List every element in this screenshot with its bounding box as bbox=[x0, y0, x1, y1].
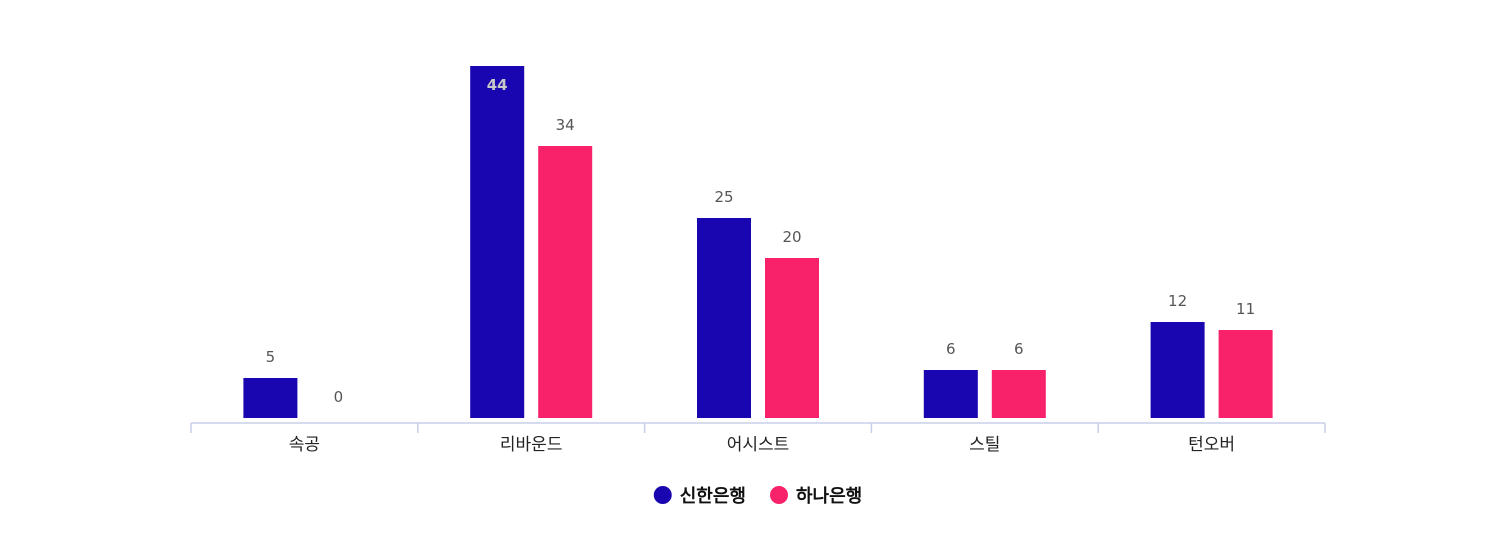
bar-series2-4 bbox=[1218, 330, 1273, 418]
data-label-series1-2: 25 bbox=[714, 188, 733, 206]
legend-label-0: 신한은행 bbox=[680, 486, 746, 507]
x-tick-label-1: 리바운드 bbox=[500, 435, 563, 455]
bar-series1-4 bbox=[1150, 322, 1205, 418]
x-tick-label-2: 어시스트 bbox=[727, 435, 790, 455]
bar-series1-0 bbox=[243, 378, 298, 418]
bars-group bbox=[243, 66, 1273, 418]
legend-label-1: 하나은행 bbox=[796, 486, 862, 507]
legend-marker-0 bbox=[653, 486, 672, 504]
bar-series2-2 bbox=[765, 258, 819, 418]
x-tick-label-4: 턴오버 bbox=[1188, 435, 1235, 455]
data-label-series2-3: 6 bbox=[1014, 340, 1024, 358]
data-label-series2-2: 20 bbox=[782, 228, 801, 246]
legend: 신한은행 하나은행 bbox=[653, 486, 862, 507]
x-tick-label-3: 스틸 bbox=[969, 435, 1000, 455]
bar-series2-1 bbox=[538, 146, 593, 418]
bar-series1-2 bbox=[697, 218, 751, 418]
x-axis: 속공 리바운드 어시스트 스틸 턴오버 bbox=[190, 422, 1326, 455]
data-label-series2-0: 0 bbox=[334, 388, 344, 406]
data-label-series1-0: 5 bbox=[266, 348, 276, 366]
legend-item-0[interactable]: 신한은행 bbox=[653, 486, 746, 507]
bar-series1-1 bbox=[470, 66, 525, 418]
data-label-series2-1: 34 bbox=[556, 116, 575, 134]
bar-series1-3 bbox=[923, 370, 978, 418]
legend-item-1[interactable]: 하나은행 bbox=[770, 486, 862, 507]
data-label-series2-4: 11 bbox=[1236, 300, 1255, 318]
legend-marker-1 bbox=[770, 486, 788, 504]
x-tick-label-0: 속공 bbox=[289, 435, 320, 455]
data-label-series1-4: 12 bbox=[1168, 292, 1187, 310]
data-label-series1-1: 44 bbox=[487, 76, 508, 94]
data-label-series1-3: 6 bbox=[946, 340, 956, 358]
data-labels-group: 5 0 44 34 25 20 6 6 12 11 bbox=[266, 76, 1256, 406]
bar-series2-3 bbox=[991, 370, 1046, 418]
